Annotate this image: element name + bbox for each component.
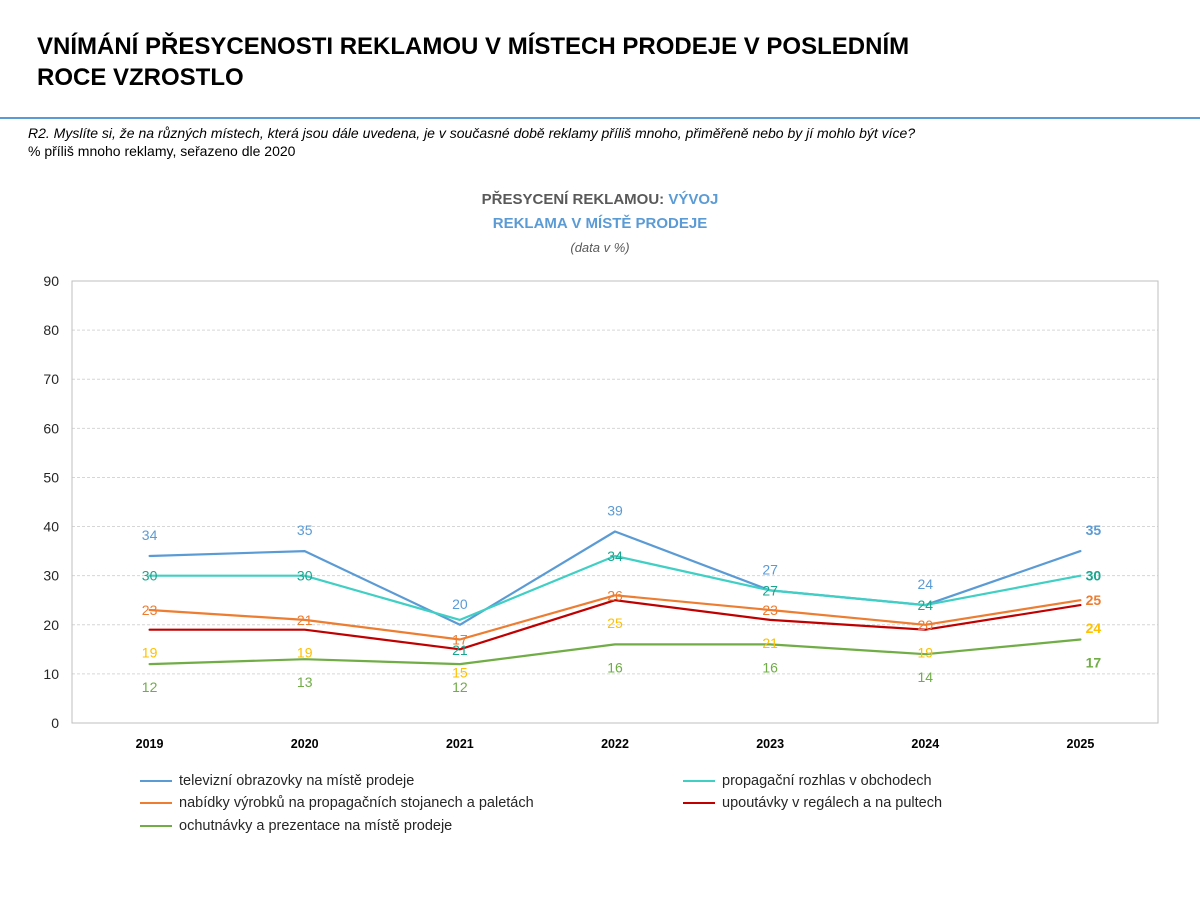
x-tick-label-2022: 2022 — [601, 737, 629, 751]
x-tick-label-2024: 2024 — [911, 737, 939, 751]
data-label-s2-2023: 27 — [762, 582, 778, 598]
x-tick-label-2021: 2021 — [446, 737, 474, 751]
chart-unit-note: (data v %) — [570, 240, 630, 255]
data-label-s5-2019: 12 — [142, 679, 158, 695]
y-tick-label-80: 80 — [43, 322, 59, 338]
data-label-s1-2019: 34 — [142, 527, 158, 543]
data-label-s3-2023: 23 — [762, 602, 778, 618]
slide-title: VNÍMÁNÍ PŘESYCENOSTI REKLAMOU V MÍSTECH … — [37, 31, 909, 93]
data-label-s5-2022: 16 — [607, 659, 623, 675]
legend-item-televizni-obrazovky: televizní obrazovky na místě prodeje — [140, 772, 414, 790]
data-label-s4-2022: 25 — [607, 615, 623, 631]
x-tick-label-2019: 2019 — [136, 737, 164, 751]
data-label-s3-2020: 21 — [297, 612, 313, 628]
series-line-2 — [148, 554, 1082, 621]
y-tick-label-40: 40 — [43, 519, 59, 535]
data-label-s2-2025: 30 — [1086, 568, 1102, 584]
legend-item-upoutavky: upoutávky v regálech a na pultech — [683, 794, 942, 812]
data-label-s1-2022: 39 — [607, 502, 623, 518]
series-line-1 — [148, 530, 1082, 626]
y-tick-label-10: 10 — [43, 666, 59, 682]
y-tick-label-50: 50 — [43, 469, 59, 485]
data-label-s4-2019: 19 — [142, 645, 158, 661]
chart-title: PŘESYCENÍ REKLAMOU: VÝVOJ — [300, 191, 900, 209]
survey-note: % příliš mnoho reklamy, seřazeno dle 202… — [28, 143, 296, 159]
data-label-s1-2021: 20 — [452, 596, 468, 612]
chart-subtitle: REKLAMA V MÍSTĚ PRODEJE — [492, 215, 708, 232]
y-tick-label-90: 90 — [43, 273, 59, 289]
data-label-s4-2023: 21 — [762, 635, 778, 651]
data-label-s5-2023: 16 — [762, 659, 778, 675]
data-label-s3-2024: 20 — [917, 617, 933, 633]
data-label-s5-2025: 17 — [1086, 655, 1102, 671]
legend-swatch — [140, 802, 172, 804]
legend-item-ochutnavky: ochutnávky a prezentace na místě prodeje — [140, 817, 452, 835]
data-label-s5-2021: 12 — [452, 679, 468, 695]
y-tick-label-30: 30 — [43, 568, 59, 584]
x-tick-label-2025: 2025 — [1067, 737, 1095, 751]
legend-item-propagacni-rozhlas: propagační rozhlas v obchodech — [683, 772, 932, 790]
slide-title-line-2: ROCE VZROSTLO — [37, 64, 244, 91]
data-label-s5-2024: 14 — [917, 669, 933, 685]
x-tick-label-2023: 2023 — [756, 737, 784, 751]
y-tick-label-70: 70 — [43, 371, 59, 387]
legend-swatch — [683, 802, 715, 804]
y-tick-label-0: 0 — [51, 715, 59, 731]
legend-item-nabidky-vyrobku: nabídky výrobků na propagačních stojanec… — [140, 794, 534, 812]
data-label-s5-2020: 13 — [297, 674, 313, 690]
legend-swatch — [140, 780, 172, 782]
series-line-4 — [148, 599, 1082, 651]
data-label-s3-2019: 23 — [142, 602, 158, 618]
data-label-s1-2020: 35 — [297, 522, 313, 538]
plot-area-border — [71, 280, 1159, 724]
data-label-s2-2019: 30 — [142, 568, 158, 584]
data-label-s1-2024: 24 — [917, 576, 933, 592]
legend-label: upoutávky v regálech a na pultech — [722, 795, 943, 811]
data-label-s1-2023: 27 — [762, 561, 778, 577]
title-divider — [0, 117, 1200, 119]
data-label-s1-2025: 35 — [1086, 522, 1102, 538]
legend-swatch — [140, 825, 172, 827]
data-label-s2-2024: 24 — [917, 597, 933, 613]
data-label-s3-2021: 17 — [452, 632, 468, 648]
series-line-3 — [148, 594, 1082, 641]
legend-label: propagační rozhlas v obchodech — [722, 773, 932, 789]
y-tick-label-20: 20 — [43, 617, 59, 633]
data-label-s2-2020: 30 — [297, 568, 313, 584]
data-label-s4-2021: 15 — [452, 664, 468, 680]
data-label-s4-2025: 24 — [1086, 620, 1102, 636]
data-label-s3-2025: 25 — [1086, 592, 1102, 608]
legend-label: ochutnávky a prezentace na místě prodeje — [179, 818, 453, 834]
data-label-s3-2022: 26 — [607, 587, 623, 603]
legend-swatch — [683, 780, 715, 782]
legend-label: televizní obrazovky na místě prodeje — [179, 773, 415, 789]
data-label-s4-2024: 19 — [917, 645, 933, 661]
data-label-s2-2021: 21 — [452, 642, 468, 658]
legend-label: nabídky výrobků na propagačních stojanec… — [179, 795, 534, 811]
x-tick-label-2020: 2020 — [291, 737, 319, 751]
series-line-5 — [148, 638, 1082, 666]
data-label-s4-2020: 19 — [297, 645, 313, 661]
chart-title-highlight: VÝVOJ — [668, 191, 719, 208]
survey-question: R2. Myslíte si, že na různých místech, k… — [28, 125, 916, 141]
slide-title-line-1: VNÍMÁNÍ PŘESYCENOSTI REKLAMOU V MÍSTECH … — [37, 33, 910, 60]
chart-title-prefix: PŘESYCENÍ REKLAMOU: — [481, 191, 665, 208]
y-tick-label-60: 60 — [43, 420, 59, 436]
data-label-s2-2022: 34 — [607, 548, 623, 564]
